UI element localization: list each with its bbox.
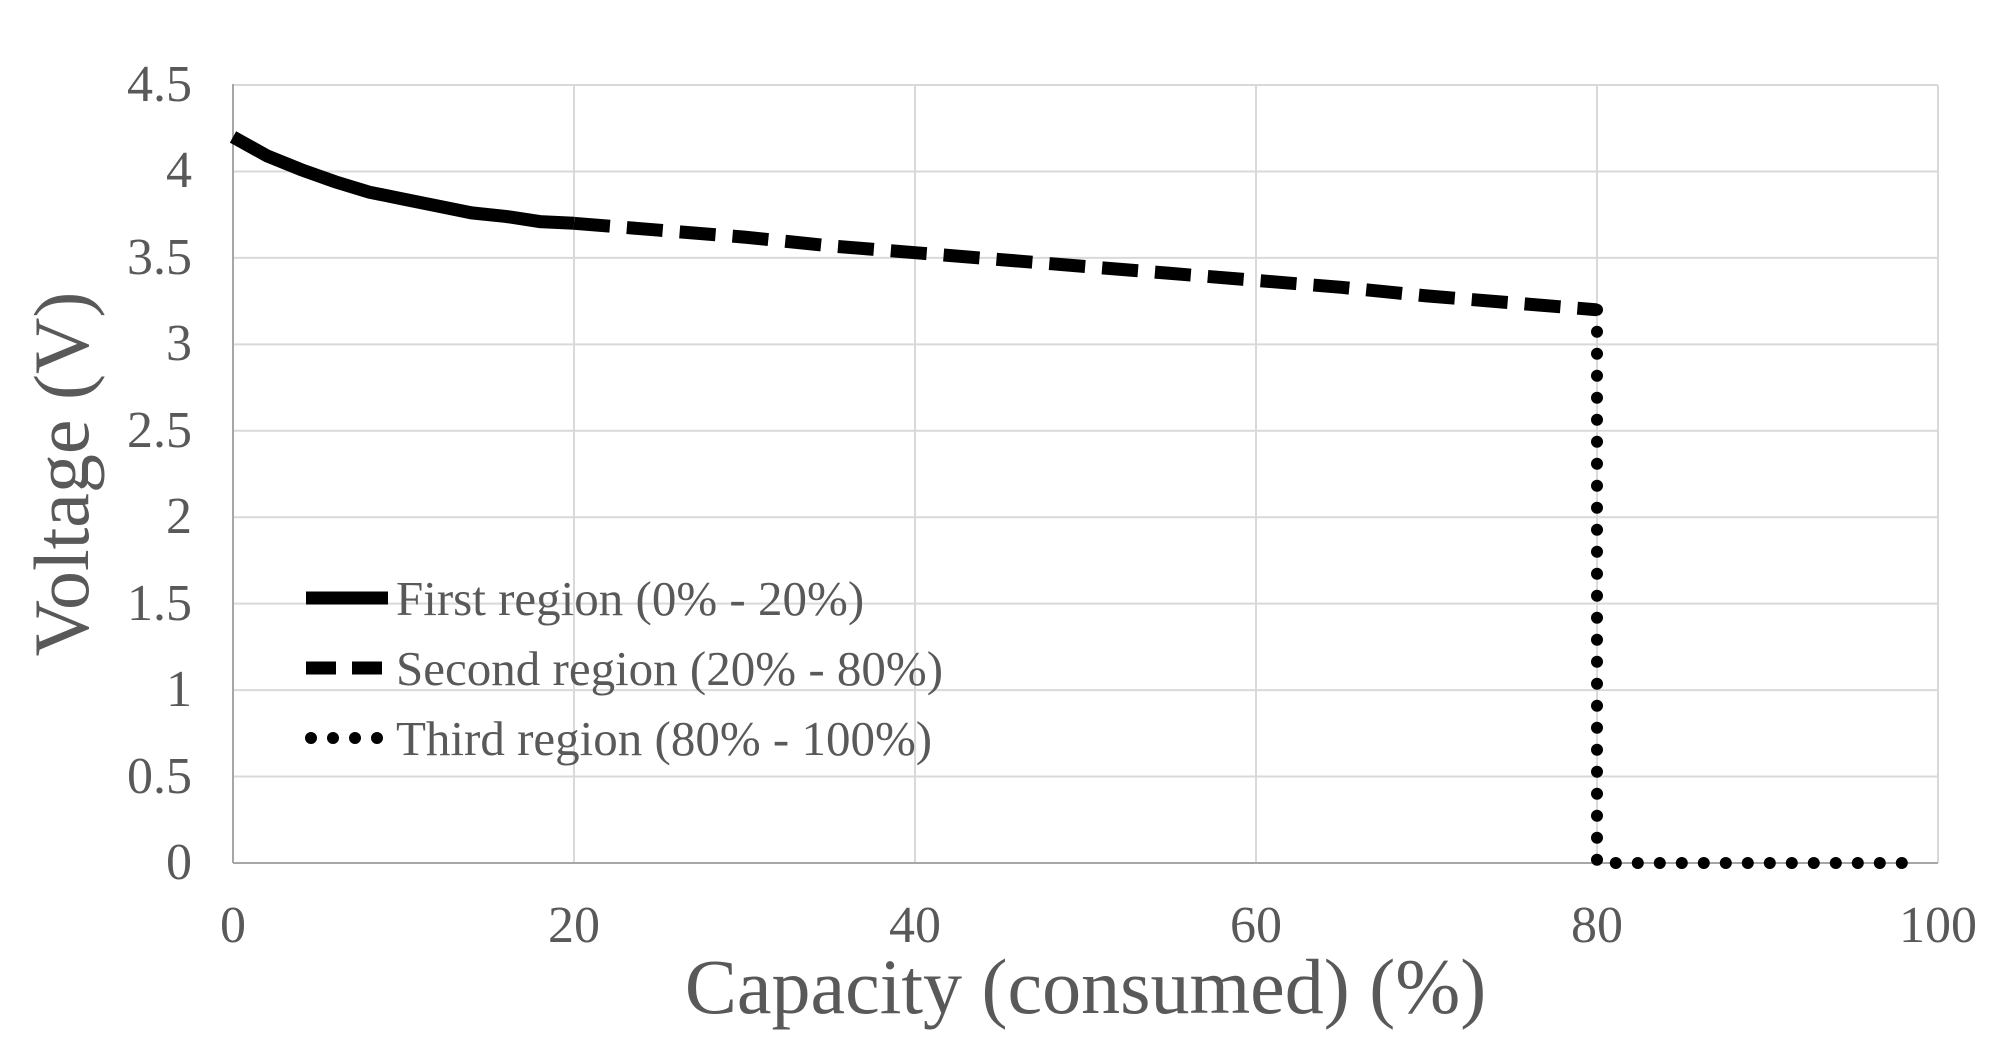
x-tick-label: 20 — [548, 897, 600, 954]
legend-item: Third region (80% - 100%) — [303, 703, 943, 773]
legend-item: Second region (20% - 80%) — [303, 633, 943, 703]
series-line-1 — [229, 131, 575, 230]
y-tick-label: 4.5 — [127, 56, 192, 113]
y-tick-label: 3 — [166, 315, 192, 373]
y-tick-label: 0 — [166, 834, 192, 891]
legend-line-sample-dotted — [305, 732, 385, 744]
legend-line-sample-dashed — [306, 661, 383, 675]
x-tick-label: 0 — [220, 897, 246, 954]
y-tick-label: 1 — [166, 661, 192, 719]
x-tick-label: 80 — [1571, 897, 1623, 954]
legend-line-sample-solid — [306, 591, 388, 605]
x-axis-title: Capacity (consumed) (%) — [684, 943, 1487, 1030]
legend-label: Second region (20% - 80%) — [396, 640, 944, 696]
y-tick-label: 4 — [166, 142, 192, 200]
legend-label: First region (0% - 20%) — [396, 570, 865, 626]
x-tick-label: 60 — [1230, 897, 1282, 954]
y-tick-label: 2.5 — [127, 401, 192, 459]
y-tick-label: 1.5 — [127, 574, 192, 632]
y-tick-label: 3.5 — [127, 228, 192, 286]
x-tick-label: 100 — [1899, 897, 1977, 954]
series-line-2 — [573, 216, 1598, 317]
y-tick-label: 2 — [166, 488, 192, 546]
x-tick-label: 40 — [889, 897, 941, 954]
legend-item: First region (0% - 20%) — [303, 563, 943, 633]
y-tick-label: 0.5 — [127, 747, 192, 805]
legend: First region (0% - 20%) Second region (20… — [303, 563, 943, 773]
legend-label: Third region (80% - 100%) — [396, 710, 933, 766]
series-line-3 — [1591, 303, 1927, 869]
